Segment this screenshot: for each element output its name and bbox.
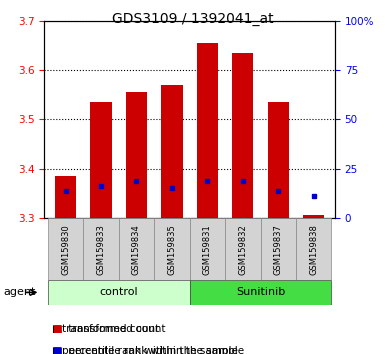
- Bar: [190, 218, 225, 280]
- Bar: [261, 218, 296, 280]
- Text: GSM159833: GSM159833: [97, 224, 105, 275]
- Text: GSM159837: GSM159837: [274, 224, 283, 275]
- Bar: [55, 176, 76, 218]
- Text: ■: ■: [52, 346, 62, 354]
- Bar: [83, 218, 119, 280]
- Text: percentile rank within the sample: percentile rank within the sample: [62, 346, 238, 354]
- Text: GSM159834: GSM159834: [132, 224, 141, 275]
- Text: agent: agent: [4, 287, 36, 297]
- Bar: [119, 218, 154, 280]
- Bar: [296, 218, 331, 280]
- Text: ■: ■: [52, 324, 62, 335]
- Text: ■  transformed count: ■ transformed count: [52, 324, 166, 335]
- Text: GSM159831: GSM159831: [203, 224, 212, 275]
- Text: transformed count: transformed count: [62, 324, 159, 335]
- Text: GSM159832: GSM159832: [238, 224, 247, 275]
- Bar: [190, 280, 331, 305]
- Bar: [161, 85, 182, 218]
- Text: Sunitinib: Sunitinib: [236, 287, 285, 297]
- Bar: [303, 215, 324, 218]
- Bar: [154, 218, 190, 280]
- Bar: [225, 218, 261, 280]
- Text: control: control: [99, 287, 138, 297]
- Text: GSM159830: GSM159830: [61, 224, 70, 275]
- Text: GSM159835: GSM159835: [167, 224, 176, 275]
- Bar: [268, 102, 289, 218]
- Text: ■  percentile rank within the sample: ■ percentile rank within the sample: [52, 346, 244, 354]
- Text: GSM159838: GSM159838: [309, 224, 318, 275]
- Bar: [48, 218, 83, 280]
- Bar: [90, 102, 112, 218]
- Bar: [197, 43, 218, 218]
- Bar: [232, 53, 253, 218]
- Bar: [48, 280, 190, 305]
- Bar: [126, 92, 147, 218]
- Text: GDS3109 / 1392041_at: GDS3109 / 1392041_at: [112, 12, 273, 27]
